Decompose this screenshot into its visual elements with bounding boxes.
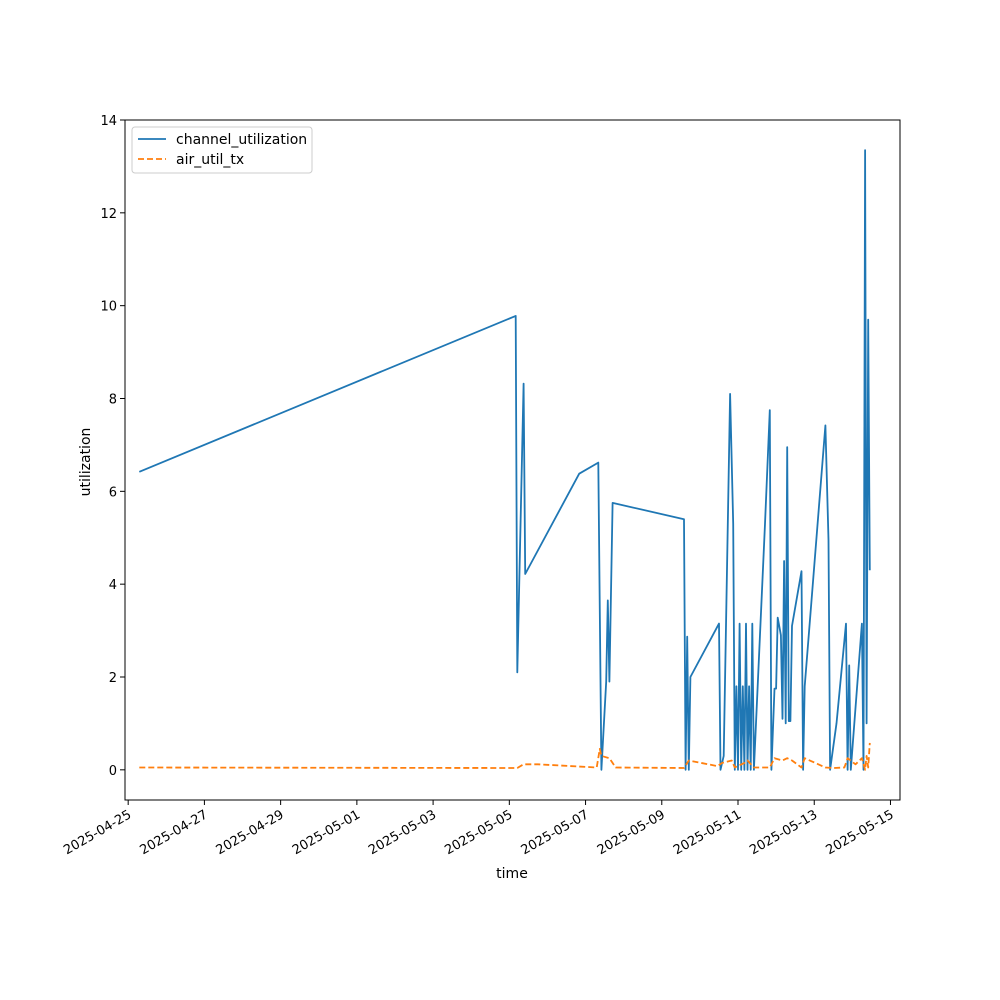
series-line-channel-utilization: [138, 149, 871, 771]
legend-label-channel-utilization: channel_utilization: [176, 132, 307, 148]
x-axis-label: time: [496, 866, 528, 882]
y-tick-label: 14: [100, 114, 117, 129]
y-tick-label: 12: [100, 207, 117, 222]
y-tick-label: 0: [109, 764, 117, 779]
y-tick-label: 8: [109, 393, 117, 408]
plot-lines: [138, 149, 871, 771]
y-tick-label: 4: [109, 578, 117, 593]
y-tick-label: 10: [100, 300, 117, 315]
plot-frame: [124, 119, 901, 801]
y-axis: 0 2 4 6 8 10 12 14: [100, 114, 125, 779]
series-line-air-util-tx: [139, 742, 871, 771]
y-tick-label: 2: [109, 671, 117, 686]
legend: channel_utilization air_util_tx: [131, 126, 313, 174]
y-tick-label: 6: [109, 485, 117, 500]
y-axis-label: utilization: [78, 428, 94, 497]
legend-label-air-util-tx: air_util_tx: [176, 152, 244, 168]
legend-box: [131, 126, 313, 174]
